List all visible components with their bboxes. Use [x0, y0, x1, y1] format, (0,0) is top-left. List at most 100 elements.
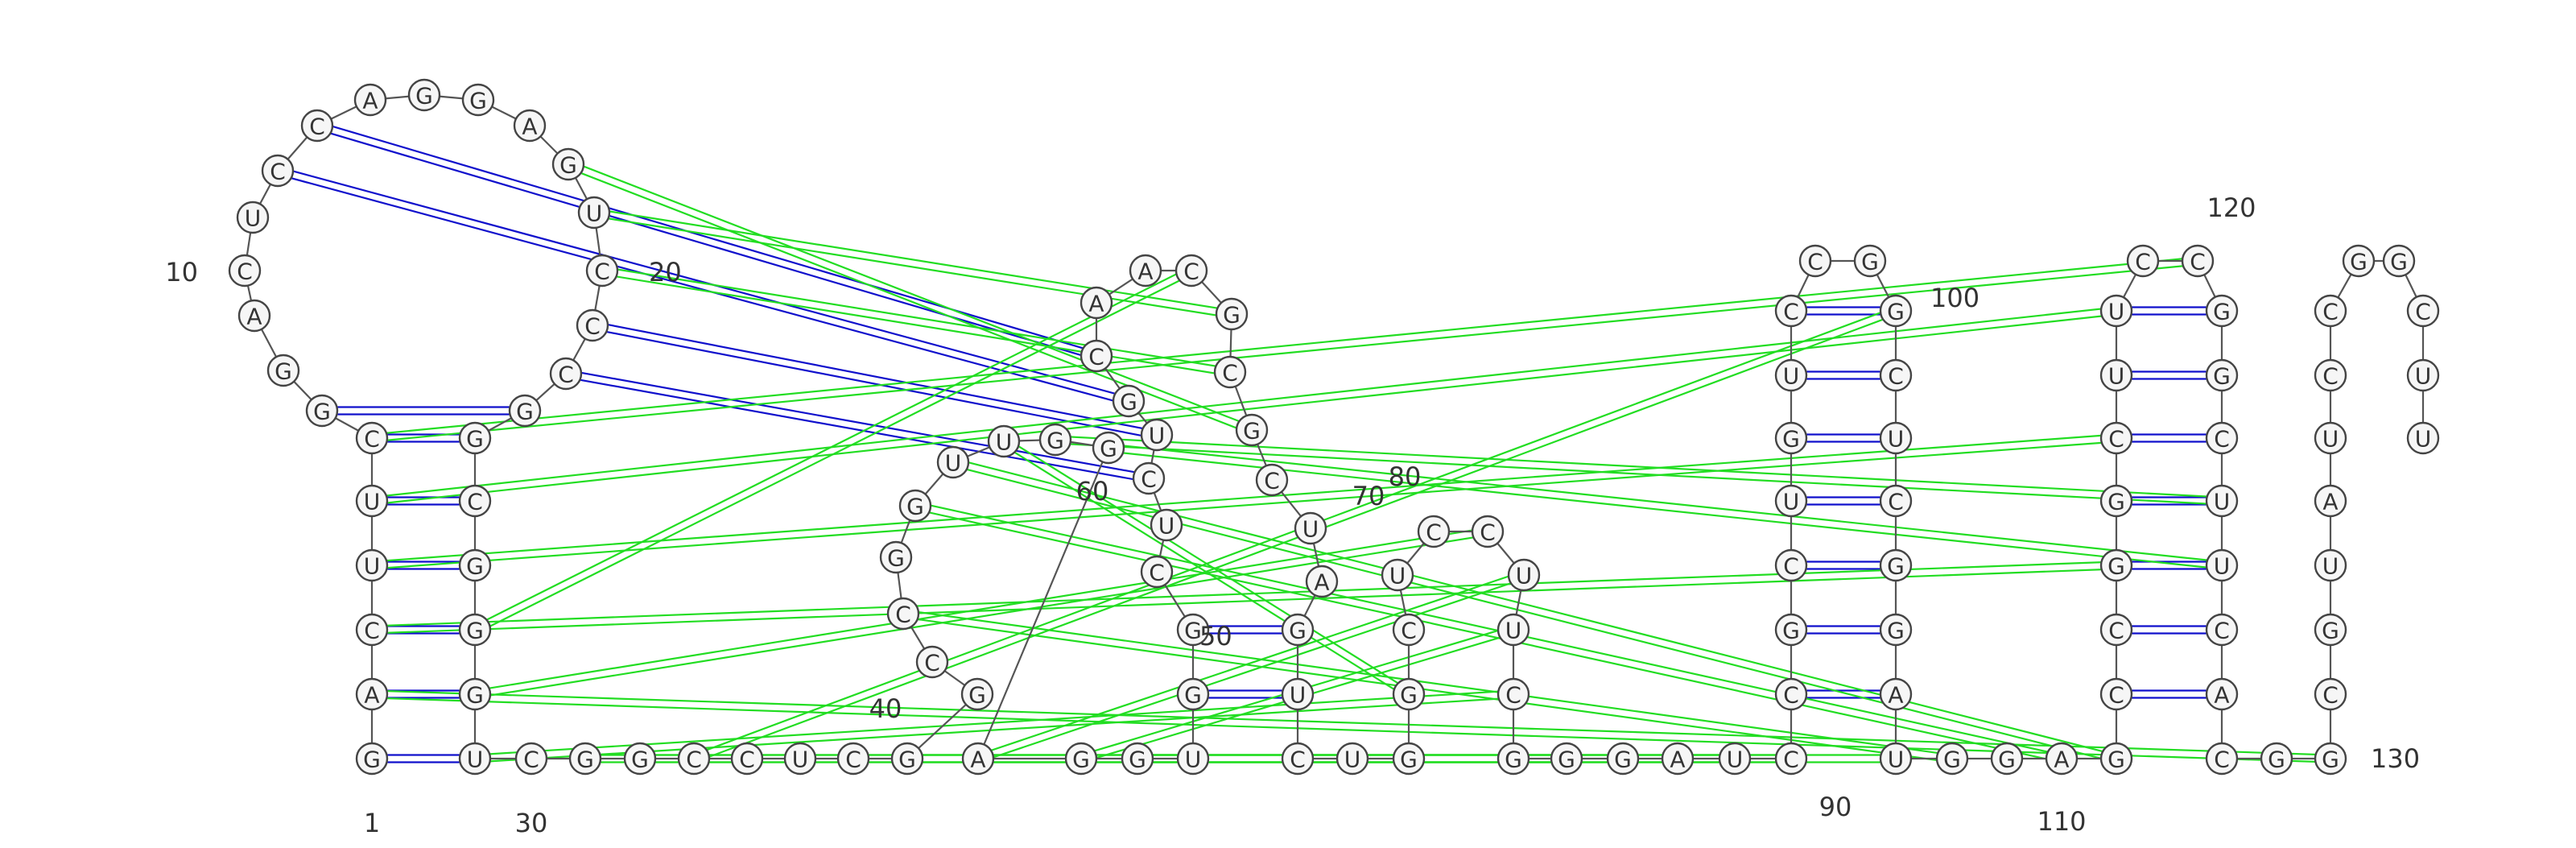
- nucleotide-circle: [261, 154, 295, 188]
- pseudoknot-pair: [594, 208, 1232, 312]
- nucleotide-letter: U: [364, 553, 381, 580]
- nucleotide-61: C: [1174, 254, 1208, 287]
- nucleotide-letter: C: [309, 114, 325, 140]
- nucleotide-letter: C: [2214, 747, 2230, 773]
- nucleotide-138: U: [2406, 421, 2440, 455]
- pseudoknot-pair: [976, 570, 1523, 756]
- nucleotide-46: G: [1092, 431, 1125, 465]
- nucleotide-letter: C: [1264, 468, 1280, 494]
- nucleotide-letter: C: [1783, 553, 1799, 580]
- nucleotide-17: A: [513, 109, 547, 143]
- nucleotide-15: G: [407, 78, 441, 112]
- nucleotide-87: C: [1774, 677, 1808, 711]
- tick-label-30: 30: [515, 808, 548, 838]
- nucleotide-letter: G: [576, 747, 594, 773]
- nucleotide-circle: [1935, 742, 1969, 776]
- canonical-pair: [565, 376, 1149, 483]
- nucleotide-letter: C: [558, 362, 574, 388]
- pseudoknot-pair: [475, 534, 1488, 699]
- nucleotide-circle: [1392, 677, 1426, 711]
- nucleotide-135: G: [2382, 244, 2416, 278]
- nucleotide-letter: A: [246, 304, 262, 330]
- nucleotide-circle: [1305, 565, 1339, 598]
- nucleotide-letter: G: [1887, 299, 1905, 325]
- nucleotide-circle: [1774, 421, 1808, 455]
- nucleotide-circle: [1774, 294, 1808, 328]
- nucleotide-letter: C: [1783, 747, 1799, 773]
- nucleotide-circle: [1281, 742, 1315, 776]
- nucleotide-letter: U: [2214, 553, 2231, 580]
- nucleotide-circle: [2314, 613, 2347, 647]
- nucleotide-letter: G: [2213, 299, 2231, 325]
- nucleotide-53: C: [1140, 555, 1174, 589]
- nucleotide-circle: [1798, 244, 1832, 278]
- nucleotide-circle: [1774, 484, 1808, 518]
- nucleotide-50: U: [1176, 742, 1210, 776]
- nucleotide-104: G: [1935, 742, 1969, 776]
- nucleotide-circle: [987, 424, 1021, 458]
- nucleotide-circle: [458, 742, 492, 776]
- nucleotide-letter: G: [516, 399, 534, 425]
- nucleotide-121: U: [2205, 548, 2239, 582]
- nucleotide-108: C: [2099, 677, 2133, 711]
- nucleotide-68: G: [1281, 613, 1315, 647]
- nucleotide-circle: [677, 742, 711, 776]
- nucleotide-circle: [1879, 421, 1913, 455]
- nucleotide-circle: [237, 299, 271, 333]
- nucleotide-letter: C: [2322, 682, 2339, 709]
- canonical-pair: [317, 121, 1098, 354]
- nucleotide-42: G: [898, 489, 932, 523]
- pseudoknot-pair: [953, 457, 2118, 756]
- pseudoknot-pair: [1055, 435, 2223, 498]
- nucleotide-letter: G: [466, 426, 484, 453]
- pseudoknot-pair: [569, 159, 1254, 428]
- pseudoknot-pair: [1001, 443, 1408, 698]
- nucleotide-45: G: [1038, 423, 1072, 457]
- nucleotide-letter: G: [2107, 553, 2125, 580]
- nucleotide-circle: [2099, 484, 2133, 518]
- pseudoknot-pair: [474, 527, 1488, 692]
- nucleotide-74: C: [1392, 613, 1426, 647]
- nucleotide-circle: [1774, 358, 1808, 392]
- nucleotide-circle: [1140, 555, 1174, 589]
- nucleotide-letter: A: [2214, 682, 2229, 709]
- nucleotide-circle: [568, 742, 602, 776]
- nucleotide-54: U: [1150, 508, 1183, 542]
- nucleotide-circle: [1150, 508, 1183, 542]
- tick-label-60: 60: [1076, 476, 1109, 507]
- nucleotide-115: C: [2126, 244, 2160, 278]
- nucleotide-letter: G: [1046, 428, 1064, 454]
- nucleotide-95: G: [1853, 244, 1887, 278]
- nucleotide-letter: G: [2107, 747, 2125, 773]
- pseudoknot-pair: [372, 263, 2198, 443]
- nucleotide-letter: C: [1183, 259, 1199, 285]
- nucleotide-letter: U: [2108, 363, 2125, 390]
- nucleotide-129: U: [2314, 548, 2347, 582]
- nucleotide-letter: G: [887, 545, 905, 572]
- nucleotide-circle: [1080, 339, 1113, 373]
- nucleotide-circle: [2314, 358, 2347, 392]
- nucleotide-circle: [2342, 244, 2376, 278]
- nucleotide-letter: G: [1887, 618, 1905, 644]
- nucleotide-circle: [2382, 244, 2416, 278]
- nucleotide-6: C: [355, 421, 389, 455]
- tick-label-80: 80: [1389, 461, 1422, 492]
- nucleotide-circle: [1392, 742, 1426, 776]
- nucleotide-letter: C: [1290, 747, 1306, 773]
- nucleotide-circle: [2099, 742, 2133, 776]
- nucleotide-circle: [1879, 613, 1913, 647]
- nucleotide-96: G: [1879, 294, 1913, 328]
- nucleotide-circle: [886, 597, 920, 631]
- nucleotide-letter: C: [2190, 249, 2206, 275]
- nucleotide-13: C: [300, 109, 334, 143]
- nucleotide-letter: G: [1861, 249, 1879, 275]
- nucleotide-55: C: [1132, 461, 1166, 495]
- nucleotide-29: U: [458, 742, 492, 776]
- pseudoknot-pair: [476, 273, 1194, 635]
- nucleotide-letter: U: [1149, 423, 1166, 449]
- nucleotide-85: U: [1718, 742, 1752, 776]
- nucleotide-circle: [1774, 742, 1808, 776]
- nucleotide-circle: [1235, 413, 1269, 447]
- nucleotide-112: C: [2099, 421, 2133, 455]
- nucleotide-letter: U: [996, 429, 1013, 456]
